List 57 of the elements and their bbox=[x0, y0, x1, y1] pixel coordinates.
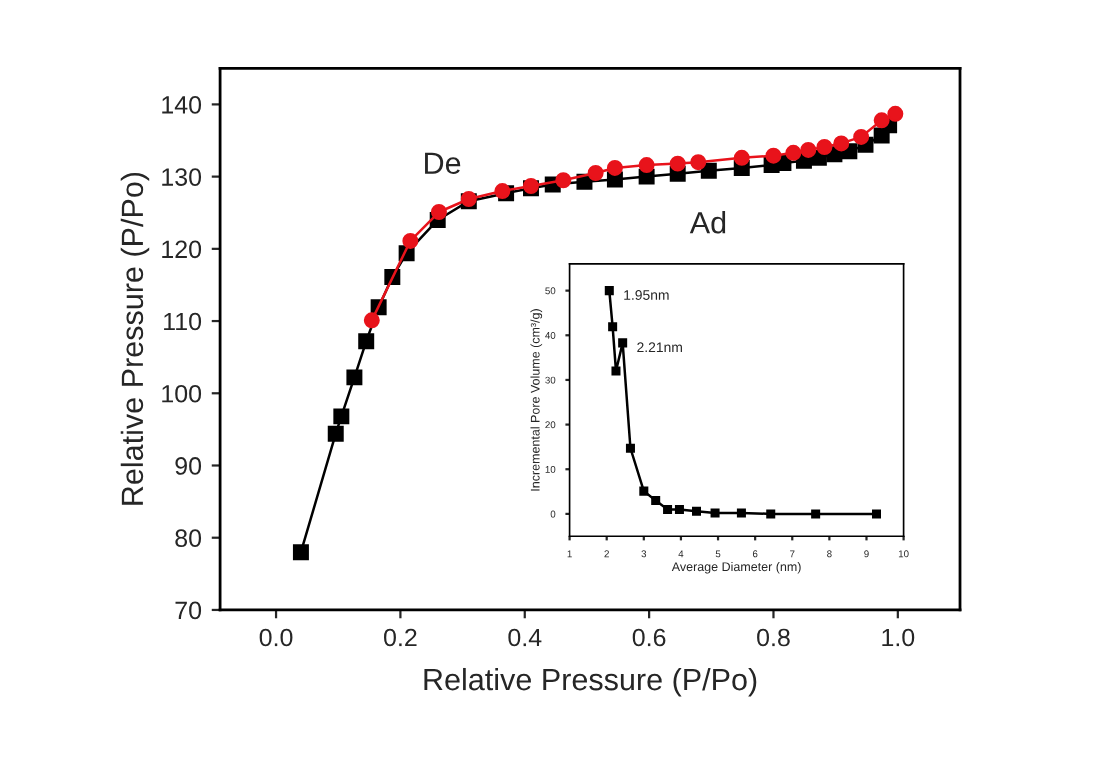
point bbox=[430, 204, 447, 220]
point bbox=[766, 509, 776, 519]
x-tick-label: 0.6 bbox=[632, 628, 666, 647]
y-tick-label: 80 bbox=[175, 529, 202, 548]
point bbox=[853, 128, 870, 145]
y-tick-label: 90 bbox=[175, 457, 202, 475]
annotation: De bbox=[425, 152, 461, 174]
point bbox=[333, 408, 350, 425]
point bbox=[816, 139, 833, 155]
point bbox=[327, 425, 344, 442]
point bbox=[292, 544, 309, 561]
point bbox=[710, 508, 720, 518]
point bbox=[736, 508, 746, 518]
x-tick-label: 0.8 bbox=[757, 628, 790, 647]
point bbox=[873, 112, 890, 129]
point bbox=[887, 105, 904, 122]
point bbox=[358, 333, 375, 350]
point bbox=[700, 162, 717, 179]
y-tick-label: 70 bbox=[175, 601, 202, 620]
point bbox=[800, 141, 817, 158]
y-axis-title: Relative Pressure (P/Po) bbox=[120, 172, 150, 505]
x-tick-label: 1.0 bbox=[882, 628, 915, 647]
point bbox=[625, 443, 635, 453]
y-tick-label: 100 bbox=[162, 384, 202, 403]
point bbox=[618, 338, 628, 348]
point bbox=[363, 312, 380, 329]
point bbox=[611, 366, 621, 376]
y-tick-label: 140 bbox=[162, 96, 202, 114]
point bbox=[638, 157, 655, 174]
point bbox=[555, 172, 572, 189]
point bbox=[606, 159, 623, 176]
point bbox=[811, 509, 821, 519]
point bbox=[669, 155, 686, 172]
point bbox=[663, 504, 673, 514]
x-tick-label: 0.2 bbox=[384, 628, 417, 647]
point bbox=[733, 149, 750, 166]
point bbox=[608, 322, 618, 332]
y-tick-label: 120 bbox=[162, 240, 202, 259]
point bbox=[785, 144, 802, 161]
y-tick-label: 130 bbox=[162, 168, 202, 186]
x-tick-label: 0.0 bbox=[259, 628, 293, 647]
y-tick-label: 110 bbox=[164, 312, 202, 331]
x-tick-label: 0.4 bbox=[508, 628, 542, 647]
point bbox=[639, 486, 649, 496]
x-axis-title: Relative Pressure (P/Po) bbox=[424, 667, 757, 697]
point bbox=[346, 369, 363, 386]
point bbox=[651, 495, 661, 506]
annotation: Ad bbox=[689, 211, 726, 234]
point bbox=[872, 509, 882, 519]
point bbox=[692, 506, 702, 516]
point bbox=[402, 232, 419, 249]
point bbox=[587, 165, 604, 181]
point bbox=[674, 504, 684, 514]
point bbox=[765, 147, 782, 164]
point bbox=[690, 154, 707, 171]
point bbox=[833, 135, 850, 152]
point bbox=[604, 286, 614, 296]
